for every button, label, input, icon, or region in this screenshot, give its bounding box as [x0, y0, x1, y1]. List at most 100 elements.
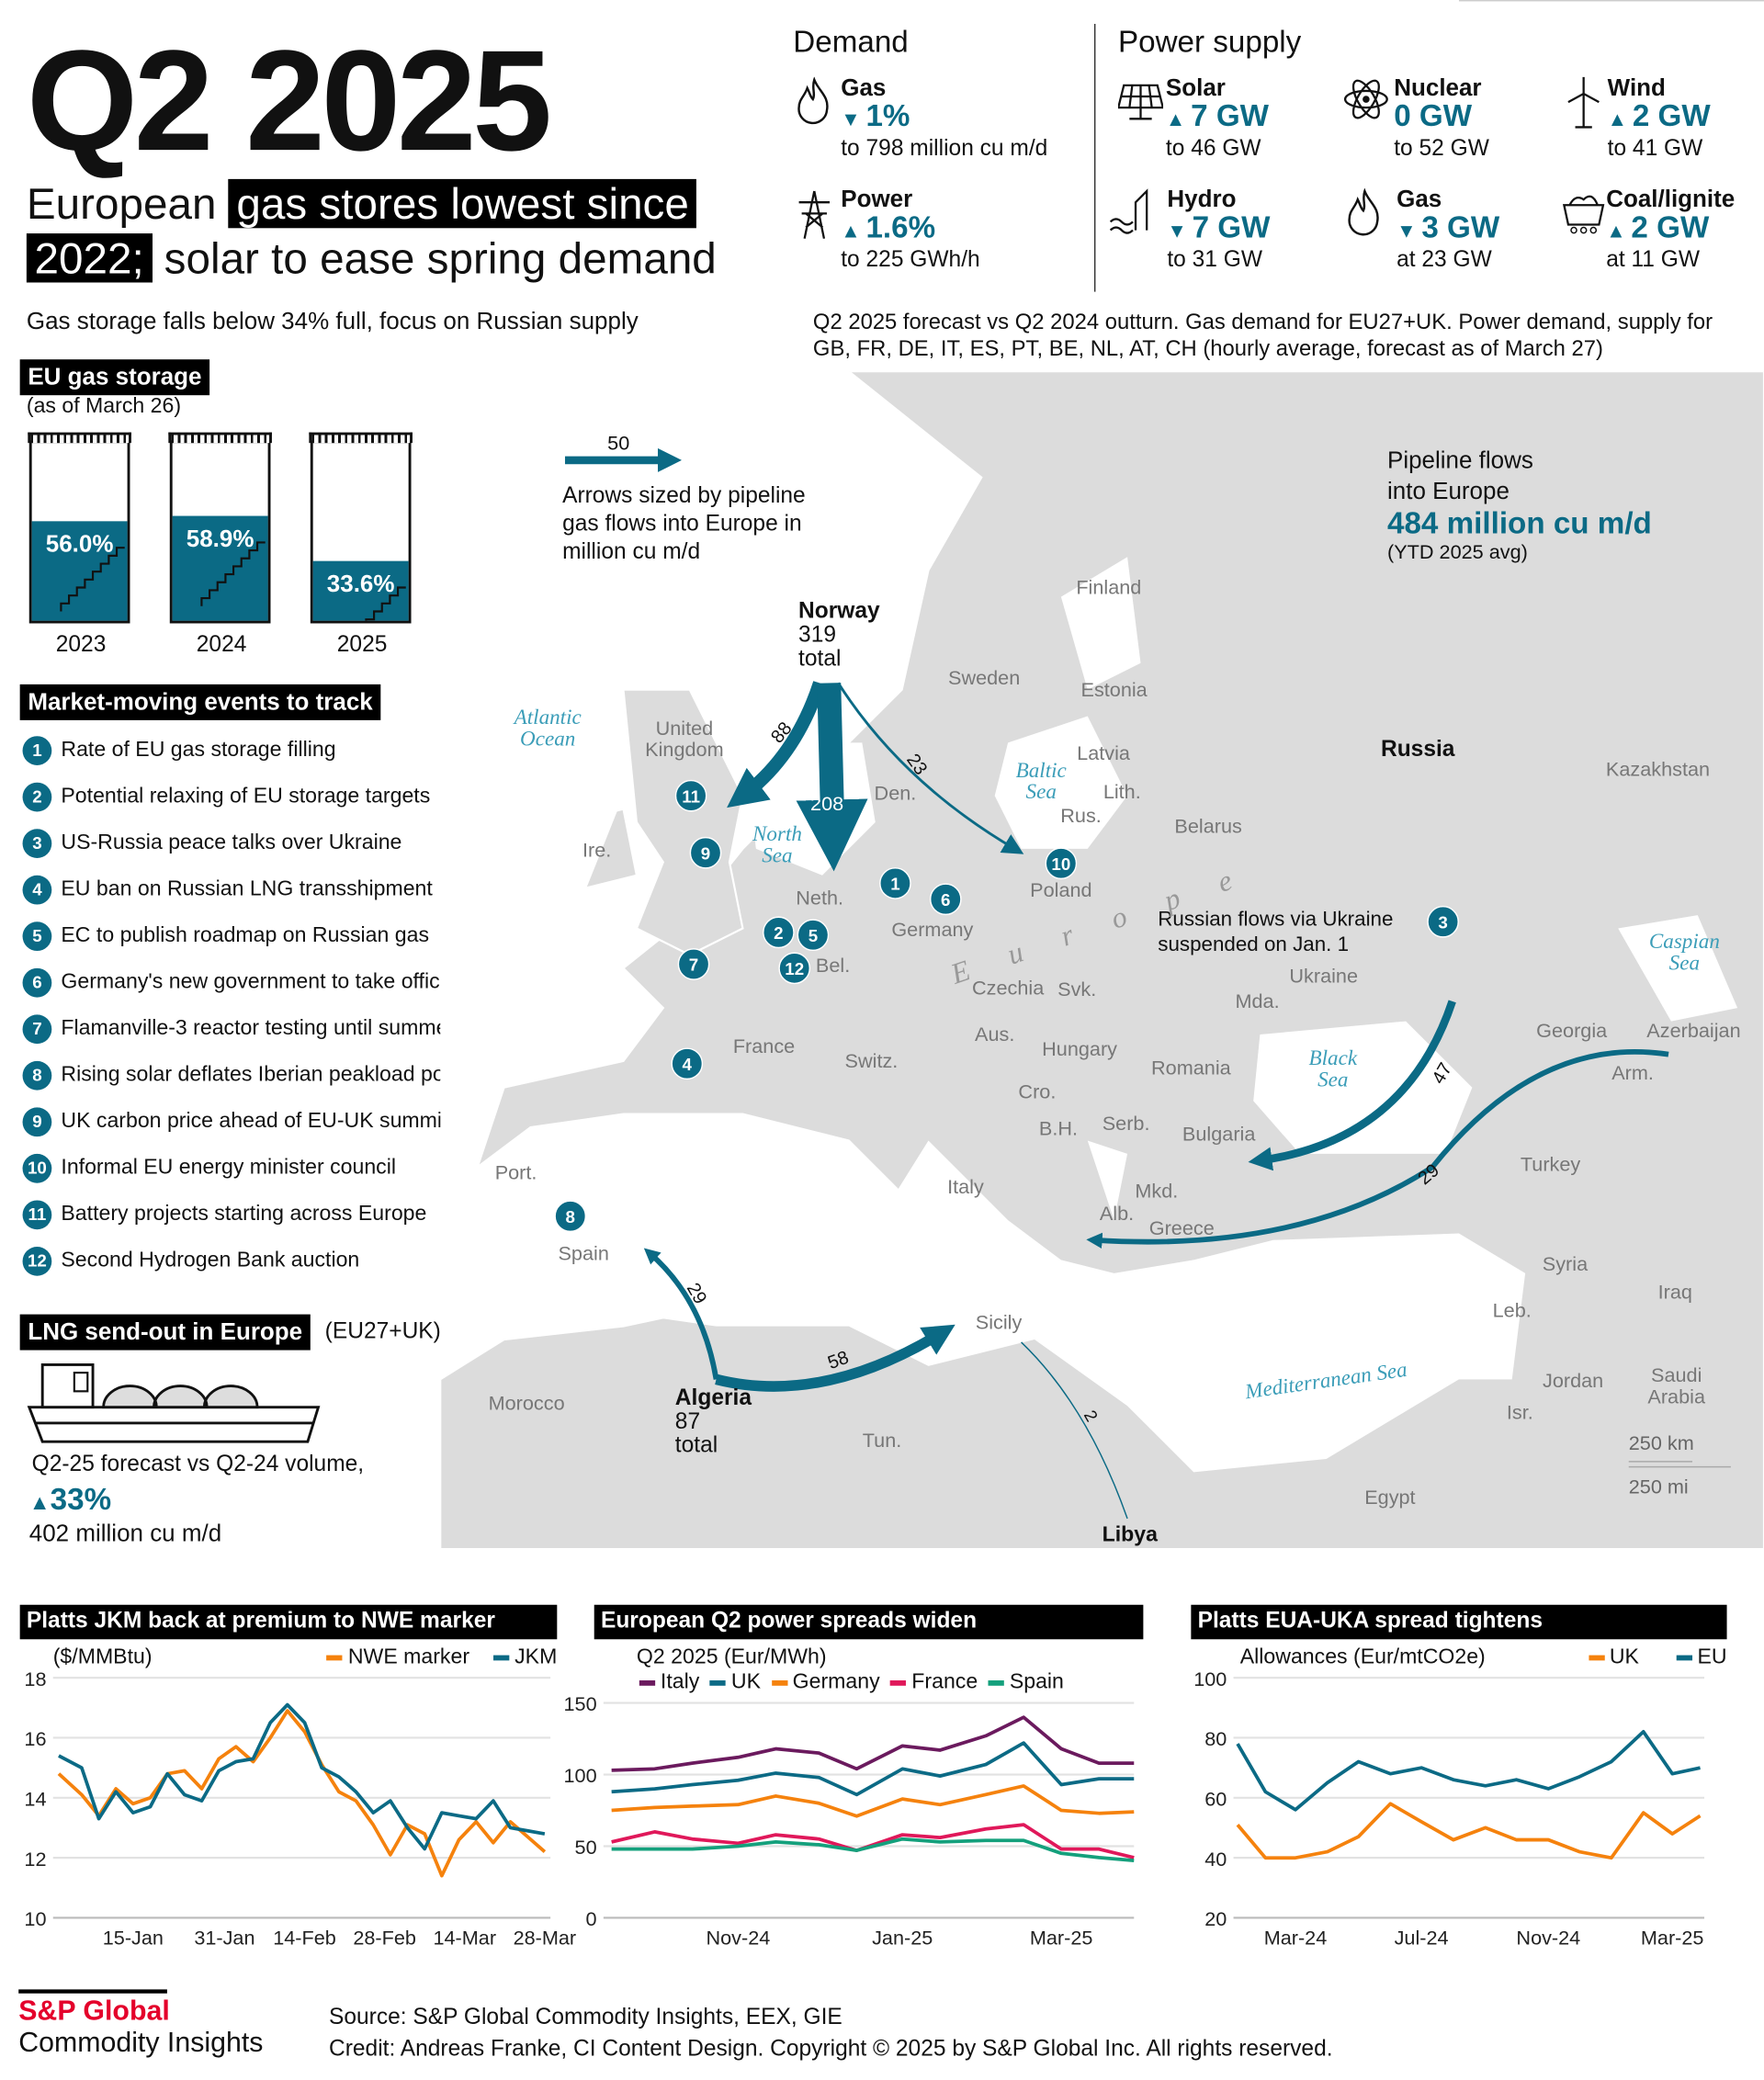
event-marker: 2 — [763, 916, 795, 949]
algeria-total: 87 — [674, 1408, 701, 1434]
country-label: Sicily — [975, 1311, 1023, 1335]
forecast-note: Q2 2025 forecast vs Q2 2024 outturn. Gas… — [812, 310, 1713, 361]
legend-label: Germany — [792, 1670, 880, 1694]
x-tick-label: Jul-24 — [1395, 1926, 1449, 1949]
y-tick-label: 60 — [1204, 1787, 1227, 1810]
stat-detail: to 225 GWh/h — [841, 246, 980, 272]
up-arrow-icon: ▲ — [28, 1492, 51, 1515]
event-marker: 11 — [674, 779, 707, 812]
country-label: Rus. — [1060, 805, 1102, 828]
legend-item: Germany — [771, 1670, 880, 1695]
tank-fill — [312, 560, 409, 621]
legend-swatch — [890, 1680, 907, 1686]
y-tick-label: 40 — [1204, 1848, 1227, 1871]
arrow-up-icon: ▲ — [841, 220, 861, 243]
lng-heading: LNG send-out in Europe — [19, 1314, 311, 1351]
event-marker: 3 — [1427, 905, 1459, 938]
algeria-label: Algeria 87 total — [674, 1385, 752, 1458]
event-item: 11 Battery projects starting across Europ… — [22, 1191, 479, 1238]
tank-cap — [168, 432, 272, 444]
norway-name: Norway — [798, 598, 880, 624]
brand-sub: Commodity Insights — [18, 2028, 264, 2059]
hydro-icon — [1107, 188, 1152, 248]
stat-change-value: 7 GW — [1192, 209, 1271, 244]
country-label: Sweden — [948, 667, 1021, 690]
stat-detail: at 11 GW — [1606, 246, 1701, 272]
divider — [1458, 0, 1764, 2]
stat-change-value: 2 GW — [1631, 209, 1710, 244]
country-label: Germany — [891, 919, 974, 942]
country-label: Latvia — [1077, 742, 1130, 765]
legend-swatch — [639, 1680, 656, 1686]
event-label: Flamanville-3 reactor testing until summ… — [61, 1016, 456, 1040]
stat-detail: to 31 GW — [1167, 246, 1263, 272]
legend-label: France — [911, 1670, 978, 1694]
y-tick-label: 100 — [564, 1764, 597, 1787]
country-label: Arm. — [1611, 1062, 1654, 1085]
country-label: Mkd. — [1135, 1180, 1179, 1204]
arrow-down-icon: ▼ — [1167, 220, 1187, 243]
series-line-uk — [1236, 1802, 1702, 1860]
brand-rule — [18, 1989, 167, 1994]
legend-swatch — [771, 1680, 787, 1686]
y-tick-label: 150 — [564, 1692, 597, 1715]
stat-detail: to 52 GW — [1394, 135, 1489, 161]
event-label: Potential relaxing of EU storage targets — [61, 784, 431, 808]
legend-label: UK — [730, 1670, 762, 1694]
series-line-france — [611, 1823, 1135, 1860]
legend-label: EU — [1697, 1645, 1727, 1669]
event-number: 12 — [22, 1246, 52, 1276]
legend-swatch — [1676, 1655, 1692, 1661]
country-label: Georgia — [1536, 1020, 1608, 1043]
flame-icon — [1343, 187, 1388, 248]
y-tick-label: 14 — [24, 1787, 46, 1810]
stat-name: Hydro — [1167, 186, 1237, 212]
ukraine-note: Russian flows via Ukraine suspended on J… — [1158, 908, 1394, 956]
events-heading: Market-moving events to track — [19, 684, 381, 720]
stat-change-value: 3 GW — [1421, 209, 1500, 244]
country-label: Egypt — [1364, 1487, 1416, 1509]
y-axis-label: Q2 2025 (Eur/MWh) — [636, 1645, 827, 1669]
tank-percent: 56.0% — [45, 530, 114, 558]
x-tick-label: 14-Mar — [433, 1926, 496, 1949]
country-label: Bulgaria — [1182, 1123, 1256, 1147]
event-number: 4 — [22, 875, 52, 904]
event-number: 10 — [22, 1153, 52, 1182]
y-tick-label: 18 — [24, 1667, 46, 1690]
storage-tank: 58.9% — [168, 432, 272, 624]
legend-label: Spain — [1009, 1670, 1064, 1694]
arrow-up-icon: ▲ — [1606, 220, 1626, 243]
country-label: Cro. — [1018, 1080, 1057, 1104]
event-item: 2 Potential relaxing of EU storage target… — [22, 774, 479, 820]
credit: Credit: Andreas Franke, CI Content Desig… — [329, 2035, 1333, 2062]
series-line-italy — [611, 1715, 1135, 1772]
stat-change: ▲ 2 GW — [1608, 98, 1711, 134]
event-marker: 7 — [677, 948, 710, 980]
event-marker: 12 — [778, 952, 811, 985]
norway-label: Norway 319 total — [798, 598, 880, 672]
flow-label: 208 — [810, 793, 844, 816]
x-tick-label: Mar-25 — [1641, 1926, 1704, 1949]
arrow-up-icon: ▲ — [1607, 108, 1628, 131]
country-label: Alb. — [1099, 1203, 1135, 1226]
stat-change-value: 1.6% — [865, 209, 936, 244]
country-label: Den. — [874, 782, 917, 806]
event-label: Germany's new government to take office — [61, 969, 452, 993]
subtitle-line1: European gas stores lowest since — [27, 177, 697, 231]
series-line-germany — [611, 1784, 1135, 1818]
legend-item: Italy — [639, 1671, 699, 1695]
x-tick-label: 28-Mar — [514, 1926, 577, 1949]
divider — [1093, 23, 1096, 292]
lng-note: Q2-25 forecast vs Q2-24 volume, — [31, 1451, 365, 1476]
tagline: Gas storage falls below 34% full, focus … — [26, 307, 639, 334]
y-tick-label: 16 — [24, 1727, 46, 1750]
country-label: Kazakhstan — [1605, 758, 1711, 782]
country-label: France — [732, 1035, 796, 1058]
country-label: Estonia — [1080, 679, 1148, 702]
country-label: Ukraine — [1289, 965, 1359, 989]
tank-fill — [31, 521, 128, 621]
event-number: 1 — [22, 735, 52, 765]
